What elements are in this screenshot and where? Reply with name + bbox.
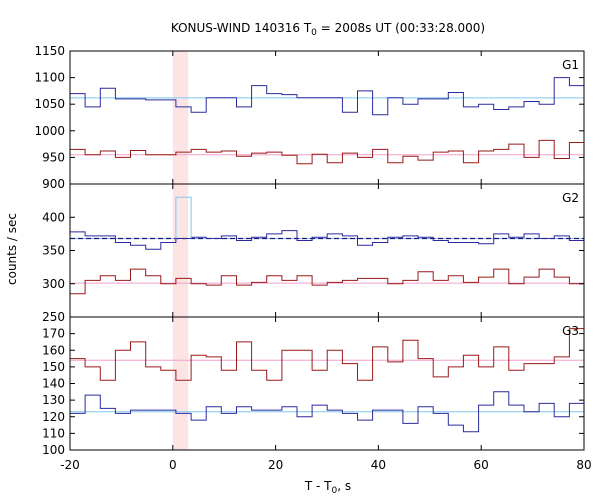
- y-tick-label: 150: [42, 360, 65, 374]
- x-tick-label: 40: [371, 458, 386, 472]
- y-tick-label: 140: [42, 377, 65, 391]
- chart-title: KONUS-WIND 140316 T0 = 2008s UT (00:33:2…: [171, 21, 485, 38]
- panel-label-g1: G1: [562, 58, 579, 72]
- panel-frame-g2: [69, 183, 585, 318]
- series-line-g2-1: [70, 268, 584, 295]
- x-tick-label: 60: [474, 458, 489, 472]
- panel-label-g3: G3: [562, 324, 579, 338]
- series-line-g3-0: [70, 328, 584, 381]
- series-line-g2-2: [175, 196, 192, 239]
- y-tick-label: 170: [42, 327, 65, 341]
- y-tick-label: 400: [42, 210, 65, 224]
- x-tick-label: 20: [268, 458, 283, 472]
- trigger-highlight-band: [172, 51, 189, 450]
- series-line-g1-1: [70, 138, 584, 165]
- panel-frame-g1: [69, 50, 585, 185]
- y-tick-label: 250: [42, 310, 65, 324]
- panel-label-g2: G2: [562, 191, 579, 205]
- y-tick-label: 100: [42, 443, 65, 457]
- y-axis-label: counts / sec: [5, 213, 19, 285]
- x-axis-label: T - T0, s: [304, 479, 351, 496]
- series-line-g2-0: [70, 230, 584, 250]
- y-tick-label: 350: [42, 244, 65, 258]
- x-tick-label: 0: [169, 458, 177, 472]
- x-tick-label: -20: [60, 458, 80, 472]
- y-tick-label: 900: [42, 177, 65, 191]
- y-tick-label: 160: [42, 343, 65, 357]
- y-tick-label: 110: [42, 426, 65, 440]
- y-tick-label: 1050: [34, 97, 65, 111]
- panel-frame-g3: [69, 316, 585, 451]
- y-tick-label: 300: [42, 277, 65, 291]
- y-tick-label: 1150: [34, 44, 65, 58]
- y-tick-label: 130: [42, 393, 65, 407]
- x-tick-label: 80: [576, 458, 591, 472]
- y-tick-label: 950: [42, 150, 65, 164]
- plot-area: G19009501000105011001150G2250300350400G3…: [34, 44, 591, 472]
- y-tick-label: 1000: [34, 124, 65, 138]
- series-line-g3-1: [70, 391, 584, 433]
- y-tick-label: 120: [42, 410, 65, 424]
- series-line-g1-0: [70, 77, 584, 116]
- y-tick-label: 1100: [34, 71, 65, 85]
